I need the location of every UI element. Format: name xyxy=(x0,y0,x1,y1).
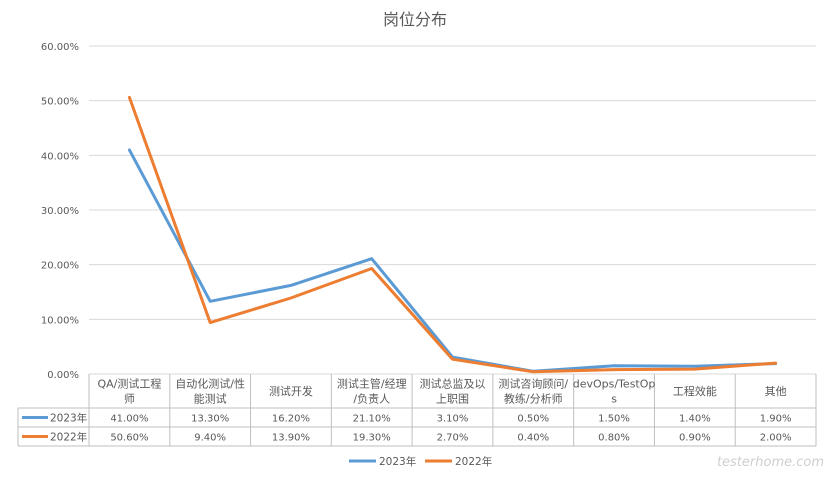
x-category-label: 能测试 xyxy=(194,392,227,406)
legend: 2023年 2022年 xyxy=(349,455,492,468)
table-value: 2.70% xyxy=(437,433,469,444)
table-value: 9.40% xyxy=(194,433,226,444)
table-value: 0.80% xyxy=(598,433,630,444)
x-category-label: /负责人 xyxy=(353,392,390,406)
x-category-label: QA/测试工程 xyxy=(97,378,161,391)
series-lines xyxy=(127,95,778,374)
legend-label: 2022年 xyxy=(455,455,492,468)
x-category-label: 测试主管/经理 xyxy=(337,377,407,391)
table-value: 0.90% xyxy=(679,433,711,444)
x-category-label: 自动化测试/性 xyxy=(175,377,245,391)
x-category-label: 测试开发 xyxy=(269,384,313,398)
table-value: 21.10% xyxy=(353,414,391,425)
x-category-label: 其他 xyxy=(765,385,787,398)
x-category-label: 测试总监及以 xyxy=(420,377,486,391)
y-tick-label: 30.00% xyxy=(41,206,79,217)
watermark: testerhome.com xyxy=(717,455,824,470)
x-category-label: 工程效能 xyxy=(673,384,717,398)
x-category-label: devOps/TestOp xyxy=(573,378,656,391)
grid-lines xyxy=(89,45,816,375)
table-value: 41.00% xyxy=(110,414,148,425)
table-series-name: 2022年 xyxy=(50,431,87,444)
table-value: 13.90% xyxy=(272,433,310,444)
table-value: 19.30% xyxy=(353,433,391,444)
table-value: 0.40% xyxy=(517,433,549,444)
y-tick-label: 50.00% xyxy=(41,97,79,108)
table-value: 16.20% xyxy=(272,414,310,425)
x-category-label: 测试咨询顾问/ xyxy=(498,377,568,391)
y-tick-label: 10.00% xyxy=(41,315,79,326)
series-line-1 xyxy=(127,95,778,374)
chart-title: 岗位分布 xyxy=(383,10,447,29)
x-category-label: s xyxy=(611,393,617,406)
y-tick-label: 0.00% xyxy=(47,370,79,381)
table-value: 3.10% xyxy=(437,414,469,425)
table-value: 1.90% xyxy=(760,414,792,425)
x-category-label: 师 xyxy=(124,393,135,406)
legend-label: 2023年 xyxy=(379,455,416,468)
table-value: 1.40% xyxy=(679,414,711,425)
table-value: 2.00% xyxy=(760,433,792,444)
y-tick-label: 60.00% xyxy=(41,42,79,53)
y-tick-label: 40.00% xyxy=(41,151,79,162)
y-axis-ticks: 0.00% 10.00% 20.00% 30.00% 40.00% 50.00% 60.00… xyxy=(41,42,79,381)
table-value: 1.50% xyxy=(598,414,630,425)
table-value: 13.30% xyxy=(191,414,229,425)
x-category-label: 上职围 xyxy=(436,393,469,406)
x-category-label: 教练/分析师 xyxy=(504,392,563,406)
series-line-0 xyxy=(127,148,778,373)
table-series-name: 2023年 xyxy=(50,412,87,425)
table-value: 0.50% xyxy=(517,414,549,425)
table-value: 50.60% xyxy=(110,433,148,444)
y-tick-label: 20.00% xyxy=(41,261,79,272)
